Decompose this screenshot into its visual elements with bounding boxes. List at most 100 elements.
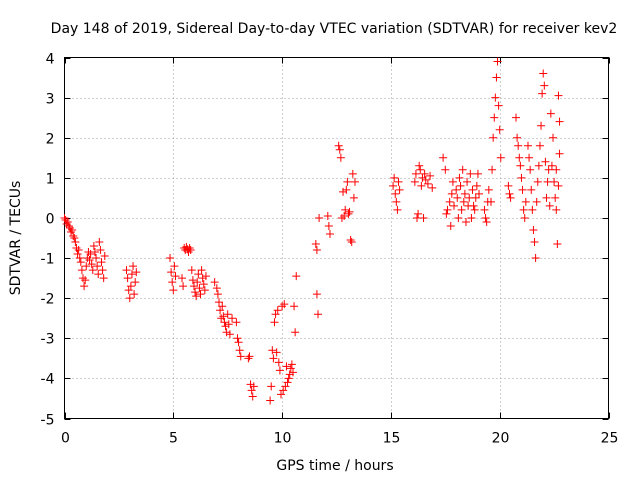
data-point-plus [266,396,275,405]
data-point-plus [194,270,203,279]
data-point-plus [535,141,544,150]
data-point-plus [315,213,324,222]
data-point-plus [475,189,484,198]
data-point-plus [447,189,456,198]
data-point-plus [188,276,197,285]
y-tick-label: 2 [46,132,55,148]
data-point-plus [348,169,357,178]
data-point-plus [488,165,497,174]
data-point-plus [167,268,176,277]
data-point-plus [514,141,523,150]
data-point-plus [343,177,352,186]
data-point-plus [131,278,140,287]
x-tick-label: 10 [274,431,292,447]
data-point-plus [538,89,547,98]
data-point-plus [392,197,401,206]
data-point-plus [531,254,540,263]
data-point-plus [89,242,98,251]
data-point-plus [192,292,201,301]
x-tick-label: 25 [601,431,619,447]
data-point-plus [195,284,204,293]
data-point-plus [68,225,77,234]
data-point-plus [81,276,90,285]
data-point-plus [247,386,256,395]
data-point-plus [201,272,210,281]
data-point-plus [279,386,288,395]
data-point-plus [393,205,402,214]
data-point-plus [540,81,549,90]
data-point-plus [73,250,82,259]
data-point-plus [273,306,282,315]
data-point-plus [489,133,498,142]
data-point-plus [212,284,221,293]
data-point-plus [199,280,208,289]
data-point-plus [448,177,457,186]
data-point-plus [132,268,141,277]
data-point-plus [274,358,283,367]
data-point-plus [490,113,499,122]
data-point-plus [414,209,423,218]
data-point-plus [245,352,254,361]
data-point-plus [419,213,428,222]
y-tick-label: -5 [41,413,55,429]
data-point-plus [97,258,106,267]
data-point-plus [549,133,558,142]
data-point-plus [287,360,296,369]
data-point-plus [496,153,505,162]
y-tick-label: 4 [46,52,55,68]
data-point-plus [470,205,479,214]
data-point-plus [64,221,73,230]
data-point-plus [441,165,450,174]
data-point-plus [555,149,564,158]
data-point-plus [87,260,96,269]
axis-ticks: 0 5 10 15 20 25 -5 -4 -3 -2 -1 0 1 2 3 4 [41,52,619,447]
data-point-plus [539,69,548,78]
data-point-plus [472,181,481,190]
data-point-plus [428,183,437,192]
data-point-plus [93,262,102,271]
data-point-plus [466,169,475,178]
data-point-plus [515,153,524,162]
data-point-plus [423,179,432,188]
data-point-plus [334,141,343,150]
data-point-plus [421,175,430,184]
data-point-plus [249,382,258,391]
data-point-plus [72,244,81,253]
data-point-plus [546,109,555,118]
data-point-plus [85,256,94,265]
data-point-plus [78,274,87,283]
data-point-plus [74,246,83,255]
data-point-plus [512,113,521,122]
data-point-plus [416,165,425,174]
data-point-plus [493,57,502,66]
data-point-plus [553,240,562,249]
data-point-plus [267,382,276,391]
y-tick-label: -1 [41,252,55,268]
data-point-plus [312,290,321,299]
data-point-plus [530,238,539,247]
data-point-plus [277,390,286,399]
data-point-plus [550,177,559,186]
data-point-plus [345,207,354,216]
data-point-plus [178,274,187,283]
data-point-plus [127,270,136,279]
x-tick-label: 15 [383,431,401,447]
data-point-plus [314,310,323,319]
data-point-plus [337,213,346,222]
data-point-plus [340,211,349,220]
data-point-plus [272,348,281,357]
data-point-plus [439,153,448,162]
data-point-plus [467,213,476,222]
data-point-plus [224,320,233,329]
data-point-plus [528,205,537,214]
y-tick-label: 3 [46,92,55,108]
data-point-plus [244,354,253,363]
data-point-plus [410,177,419,186]
data-point-plus [325,229,334,238]
data-point-plus [99,274,108,283]
data-point-plus [420,169,429,178]
data-point-plus [179,282,188,291]
data-point-plus [126,282,135,291]
data-point-plus [411,169,420,178]
data-point-plus [269,354,278,363]
